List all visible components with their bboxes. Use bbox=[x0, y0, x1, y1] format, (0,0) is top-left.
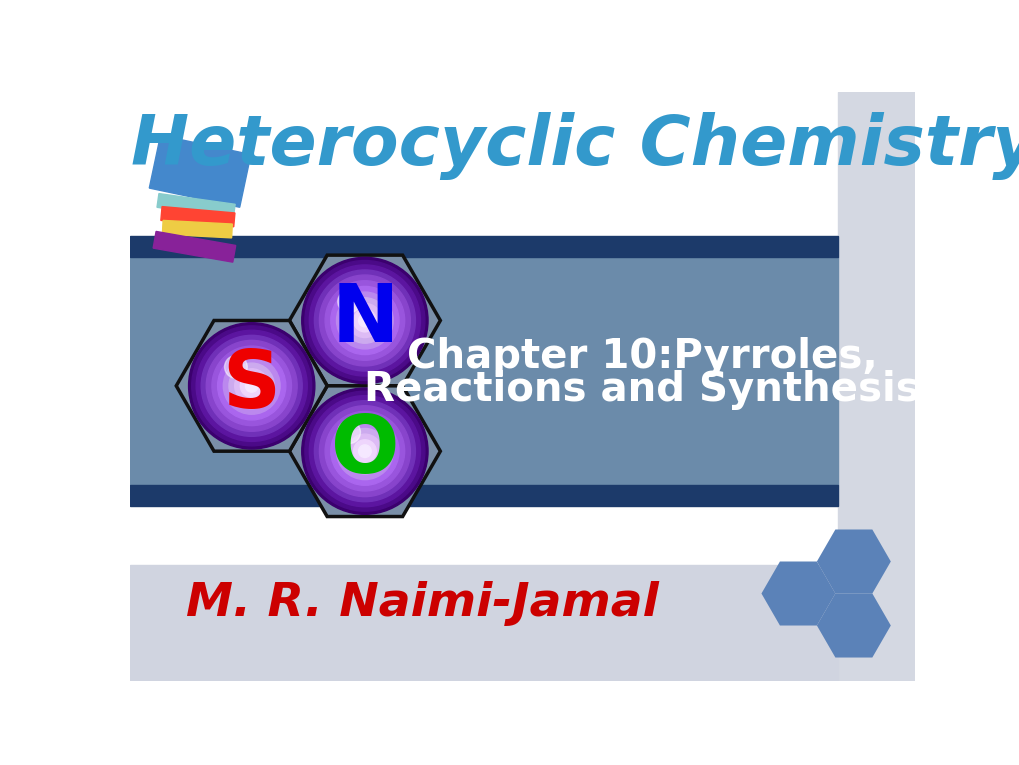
Circle shape bbox=[302, 257, 428, 383]
Circle shape bbox=[314, 270, 415, 371]
Bar bbox=[162, 220, 232, 238]
Circle shape bbox=[341, 428, 387, 474]
Polygon shape bbox=[289, 386, 440, 516]
Circle shape bbox=[228, 363, 274, 409]
Polygon shape bbox=[761, 562, 835, 626]
Bar bbox=[838, 92, 915, 681]
Bar bbox=[129, 565, 838, 681]
Circle shape bbox=[330, 286, 398, 355]
Bar bbox=[129, 484, 838, 506]
Text: M. R. Naimi-Jamal: M. R. Naimi-Jamal bbox=[186, 581, 658, 627]
Circle shape bbox=[234, 369, 268, 403]
Circle shape bbox=[305, 261, 425, 380]
Circle shape bbox=[196, 330, 307, 441]
Bar bbox=[129, 257, 838, 484]
Circle shape bbox=[224, 356, 247, 378]
Circle shape bbox=[217, 352, 285, 420]
Polygon shape bbox=[816, 594, 890, 658]
Circle shape bbox=[302, 388, 428, 514]
Text: S: S bbox=[222, 347, 280, 425]
Text: Heterocyclic Chemistry: Heterocyclic Chemistry bbox=[130, 112, 1019, 180]
Circle shape bbox=[246, 379, 258, 392]
Text: O: O bbox=[330, 412, 398, 490]
Circle shape bbox=[336, 292, 393, 349]
Circle shape bbox=[206, 340, 297, 431]
Circle shape bbox=[319, 275, 410, 366]
Circle shape bbox=[337, 290, 360, 313]
Circle shape bbox=[223, 357, 280, 415]
Bar bbox=[129, 236, 838, 257]
Circle shape bbox=[347, 435, 381, 468]
Circle shape bbox=[189, 323, 315, 449]
Circle shape bbox=[359, 314, 371, 327]
Polygon shape bbox=[816, 529, 890, 594]
Circle shape bbox=[347, 304, 381, 337]
Circle shape bbox=[359, 445, 371, 457]
Circle shape bbox=[212, 346, 291, 425]
Circle shape bbox=[192, 326, 312, 446]
Circle shape bbox=[341, 298, 387, 343]
Circle shape bbox=[354, 440, 376, 463]
Circle shape bbox=[330, 417, 398, 485]
Bar bbox=[153, 232, 235, 262]
Bar bbox=[149, 135, 251, 207]
Circle shape bbox=[309, 265, 420, 376]
Bar bbox=[161, 207, 234, 226]
Circle shape bbox=[325, 281, 405, 360]
Polygon shape bbox=[289, 256, 440, 386]
Circle shape bbox=[309, 396, 420, 506]
Text: Reactions and Synthesis: Reactions and Synthesis bbox=[364, 369, 919, 410]
Circle shape bbox=[354, 309, 376, 332]
Circle shape bbox=[201, 335, 302, 436]
Circle shape bbox=[337, 421, 360, 444]
Circle shape bbox=[325, 412, 405, 491]
Bar bbox=[157, 194, 235, 218]
Circle shape bbox=[336, 423, 393, 480]
Polygon shape bbox=[176, 321, 327, 451]
Text: Chapter 10:Pyrroles,: Chapter 10:Pyrroles, bbox=[407, 337, 876, 377]
Circle shape bbox=[319, 405, 410, 496]
Text: N: N bbox=[331, 282, 398, 360]
Circle shape bbox=[314, 401, 415, 502]
Circle shape bbox=[240, 375, 263, 397]
Circle shape bbox=[305, 391, 425, 511]
